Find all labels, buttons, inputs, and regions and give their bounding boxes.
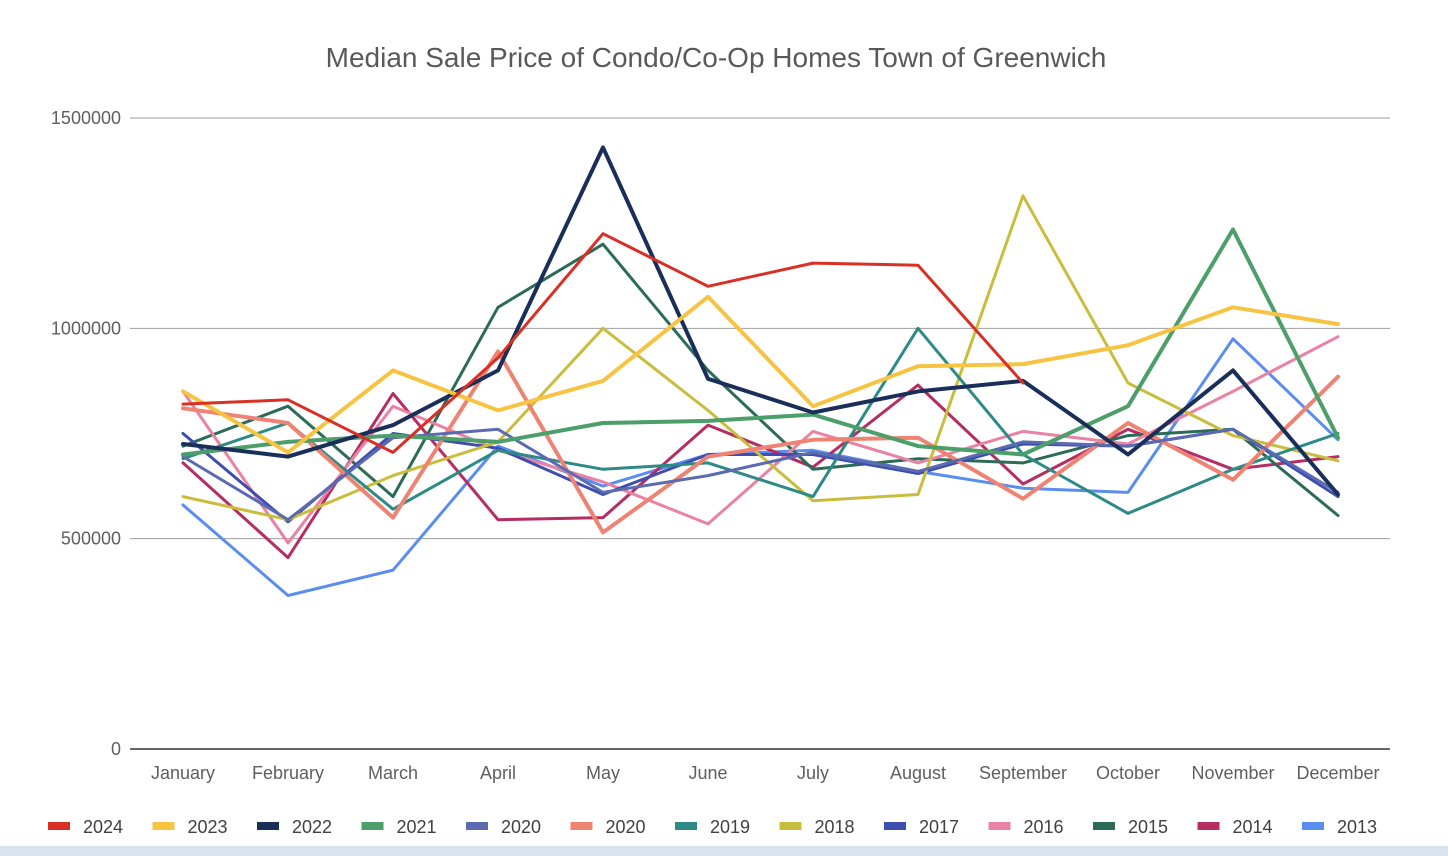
x-axis-ticks: January February March April May June July Augu… bbox=[151, 763, 1380, 783]
grid-lines bbox=[130, 117, 1390, 750]
legend-swatch bbox=[1302, 822, 1324, 830]
series-line-2019-6 bbox=[181, 326, 1340, 515]
chart-title: Median Sale Price of Condo/Co-Op Homes T… bbox=[326, 42, 1107, 73]
x-tick-label: July bbox=[797, 763, 829, 783]
legend-item: 2018 bbox=[779, 817, 855, 837]
legend-item: 2015 bbox=[1093, 817, 1168, 837]
legend-item: 2019 bbox=[675, 817, 750, 837]
legend-swatch bbox=[1093, 822, 1115, 830]
x-tick-label: June bbox=[688, 763, 727, 783]
legend-label: 2022 bbox=[292, 817, 332, 837]
x-tick-label: October bbox=[1096, 763, 1160, 783]
x-tick-label: December bbox=[1296, 763, 1379, 783]
legend-item: 2014 bbox=[1197, 817, 1273, 837]
series-line-2015-10 bbox=[181, 242, 1340, 517]
series-line-2020-4 bbox=[181, 427, 1340, 522]
legend-label: 2016 bbox=[1024, 817, 1064, 837]
x-tick-label: November bbox=[1191, 763, 1274, 783]
x-tick-label: May bbox=[586, 763, 620, 783]
series-line-2022-2 bbox=[181, 145, 1340, 497]
series-line-2023-1 bbox=[181, 294, 1340, 455]
legend-label: 2014 bbox=[1233, 817, 1273, 837]
y-tick-label: 1000000 bbox=[51, 318, 121, 338]
legend-item: 2020 bbox=[570, 817, 646, 837]
legend-item: 2024 bbox=[48, 817, 123, 837]
legend-item: 2016 bbox=[988, 817, 1064, 837]
legend-swatch bbox=[257, 822, 279, 830]
legend-swatch bbox=[361, 822, 384, 830]
legend-label: 2015 bbox=[1128, 817, 1168, 837]
legend-swatch bbox=[1197, 822, 1220, 830]
legend-item: 2020 bbox=[466, 817, 541, 837]
series-line-2013-12 bbox=[181, 337, 1340, 597]
series-line-2024-0 bbox=[181, 232, 1025, 454]
series-lines bbox=[181, 145, 1340, 597]
legend-swatch bbox=[570, 822, 593, 830]
legend-label: 2013 bbox=[1337, 817, 1377, 837]
y-tick-label: 1500000 bbox=[51, 108, 121, 128]
legend-label: 2017 bbox=[919, 817, 959, 837]
legend-swatch bbox=[48, 822, 70, 830]
legend-swatch bbox=[779, 822, 802, 830]
legend-label: 2020 bbox=[606, 817, 646, 837]
x-tick-label: February bbox=[252, 763, 324, 783]
legend-label: 2023 bbox=[188, 817, 228, 837]
legend: 2024 2023 2022 2021 2020 2020 2019 2018 2017 2016… bbox=[48, 817, 1377, 837]
y-axis-ticks: 0 500000 1000000 1500000 bbox=[51, 108, 121, 759]
legend-swatch bbox=[884, 822, 906, 830]
legend-swatch bbox=[988, 822, 1011, 830]
legend-item: 2017 bbox=[884, 817, 959, 837]
legend-item: 2022 bbox=[257, 817, 332, 837]
bottom-divider bbox=[0, 846, 1448, 856]
x-tick-label: August bbox=[890, 763, 946, 783]
legend-label: 2019 bbox=[710, 817, 750, 837]
series-line-2018-7 bbox=[181, 194, 1340, 522]
series-line-2014-11 bbox=[181, 383, 1340, 560]
legend-swatch bbox=[152, 822, 175, 830]
legend-label: 2021 bbox=[397, 817, 437, 837]
legend-swatch bbox=[675, 822, 697, 830]
legend-label: 2020 bbox=[501, 817, 541, 837]
x-tick-label: March bbox=[368, 763, 418, 783]
legend-label: 2018 bbox=[815, 817, 855, 837]
x-tick-label: January bbox=[151, 763, 215, 783]
legend-item: 2023 bbox=[152, 817, 228, 837]
series-line-2020-5 bbox=[181, 349, 1340, 535]
series-line-2021-3 bbox=[181, 227, 1340, 457]
legend-swatch bbox=[466, 822, 488, 830]
legend-item: 2021 bbox=[361, 817, 437, 837]
legend-label: 2024 bbox=[83, 817, 123, 837]
x-tick-label: April bbox=[480, 763, 516, 783]
y-tick-label: 0 bbox=[111, 739, 121, 759]
x-tick-label: September bbox=[979, 763, 1067, 783]
y-tick-label: 500000 bbox=[61, 529, 121, 549]
legend-item: 2013 bbox=[1302, 817, 1377, 837]
